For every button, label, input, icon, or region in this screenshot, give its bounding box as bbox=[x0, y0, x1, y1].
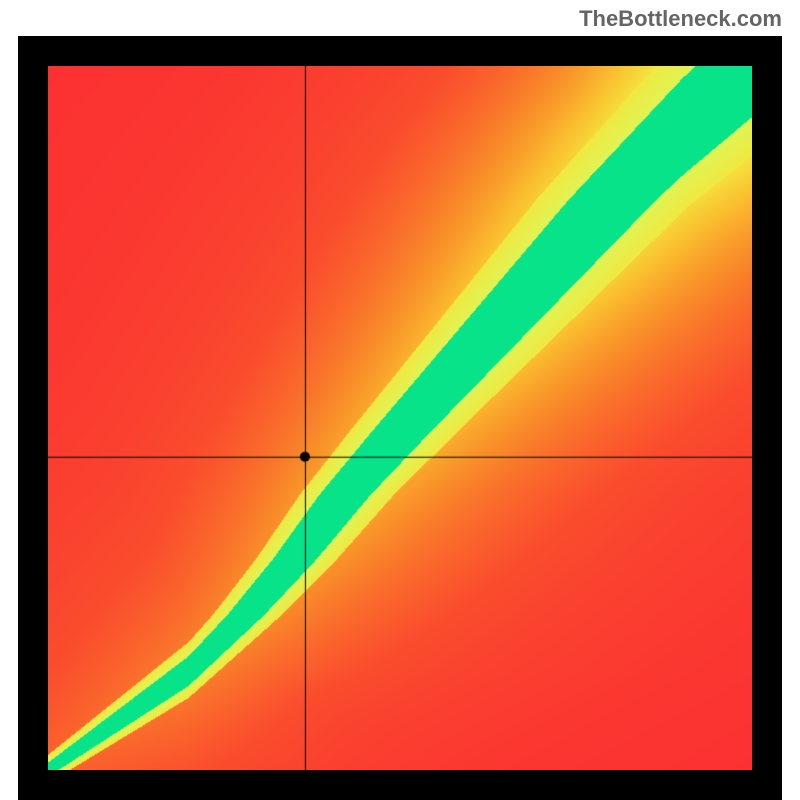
bottleneck-heatmap bbox=[48, 66, 752, 770]
attribution-text: TheBottleneck.com bbox=[579, 6, 782, 32]
chart-container: TheBottleneck.com bbox=[0, 0, 800, 800]
chart-frame bbox=[18, 36, 782, 800]
